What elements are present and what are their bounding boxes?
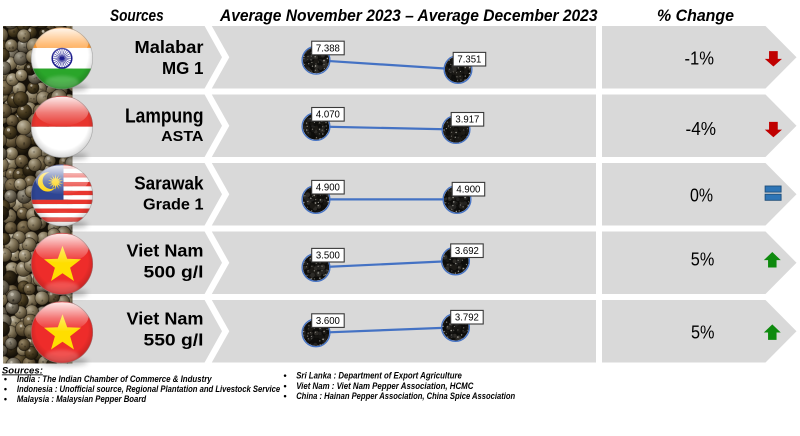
svg-text:Sources:: Sources: [2, 365, 43, 375]
svg-text:4.900: 4.900 [456, 185, 480, 196]
svg-text:Viet Nam: Viet Nam [127, 242, 204, 261]
svg-text:•: • [4, 384, 7, 394]
svg-text:-4%: -4% [686, 118, 717, 139]
svg-text:Sources: Sources [110, 6, 164, 25]
svg-text:China : Hainan Pepper Associat: China : Hainan Pepper Association, China… [296, 391, 515, 401]
svg-text:4.070: 4.070 [316, 110, 340, 121]
svg-text:5%: 5% [691, 322, 715, 343]
svg-text:•: • [283, 371, 286, 381]
svg-text:Sarawak: Sarawak [134, 174, 204, 194]
svg-text:% Change: % Change [657, 6, 734, 25]
svg-text:Viet Nam: Viet Nam [127, 310, 204, 329]
svg-text:India : The Indian Chamber of: India : The Indian Chamber of Commerce &… [17, 374, 213, 384]
svg-text:Viet Nam : Viet Nam Pepper Ass: Viet Nam : Viet Nam Pepper Association, … [296, 381, 474, 391]
svg-text:MG 1: MG 1 [162, 59, 204, 78]
svg-text:Malaysia : Malaysian Pepper Bo: Malaysia : Malaysian Pepper Board [17, 394, 147, 404]
svg-text:ASTA: ASTA [161, 129, 204, 145]
svg-text:3.792: 3.792 [455, 313, 479, 324]
svg-text:7.351: 7.351 [457, 55, 481, 66]
svg-text:•: • [283, 391, 286, 401]
svg-text:3.917: 3.917 [455, 115, 479, 126]
svg-text:500 g/l: 500 g/l [144, 263, 204, 281]
svg-text:•: • [283, 381, 286, 391]
svg-text:•: • [4, 394, 7, 404]
svg-text:3.600: 3.600 [316, 316, 340, 327]
svg-text:0%: 0% [690, 185, 713, 206]
svg-text:Malabar: Malabar [135, 38, 204, 57]
svg-text:550 g/l: 550 g/l [144, 331, 204, 349]
svg-text:5%: 5% [691, 249, 715, 270]
svg-text:•: • [4, 374, 7, 384]
svg-text:3.692: 3.692 [455, 246, 479, 257]
svg-text:7.388: 7.388 [316, 43, 340, 54]
svg-text:4.900: 4.900 [316, 183, 340, 194]
svg-text:Indonesia : Unofficial source,: Indonesia : Unofficial source, Regional … [17, 384, 280, 394]
svg-text:3.500: 3.500 [316, 251, 340, 262]
svg-text:Average November 2023 – Averag: Average November 2023 – Average December… [219, 6, 598, 25]
svg-text:Grade 1: Grade 1 [143, 197, 204, 214]
svg-text:-1%: -1% [685, 48, 715, 69]
svg-text:Lampung: Lampung [125, 104, 204, 127]
svg-text:Sri Lanka : Department of Expo: Sri Lanka : Department of Export Agricul… [296, 371, 462, 381]
